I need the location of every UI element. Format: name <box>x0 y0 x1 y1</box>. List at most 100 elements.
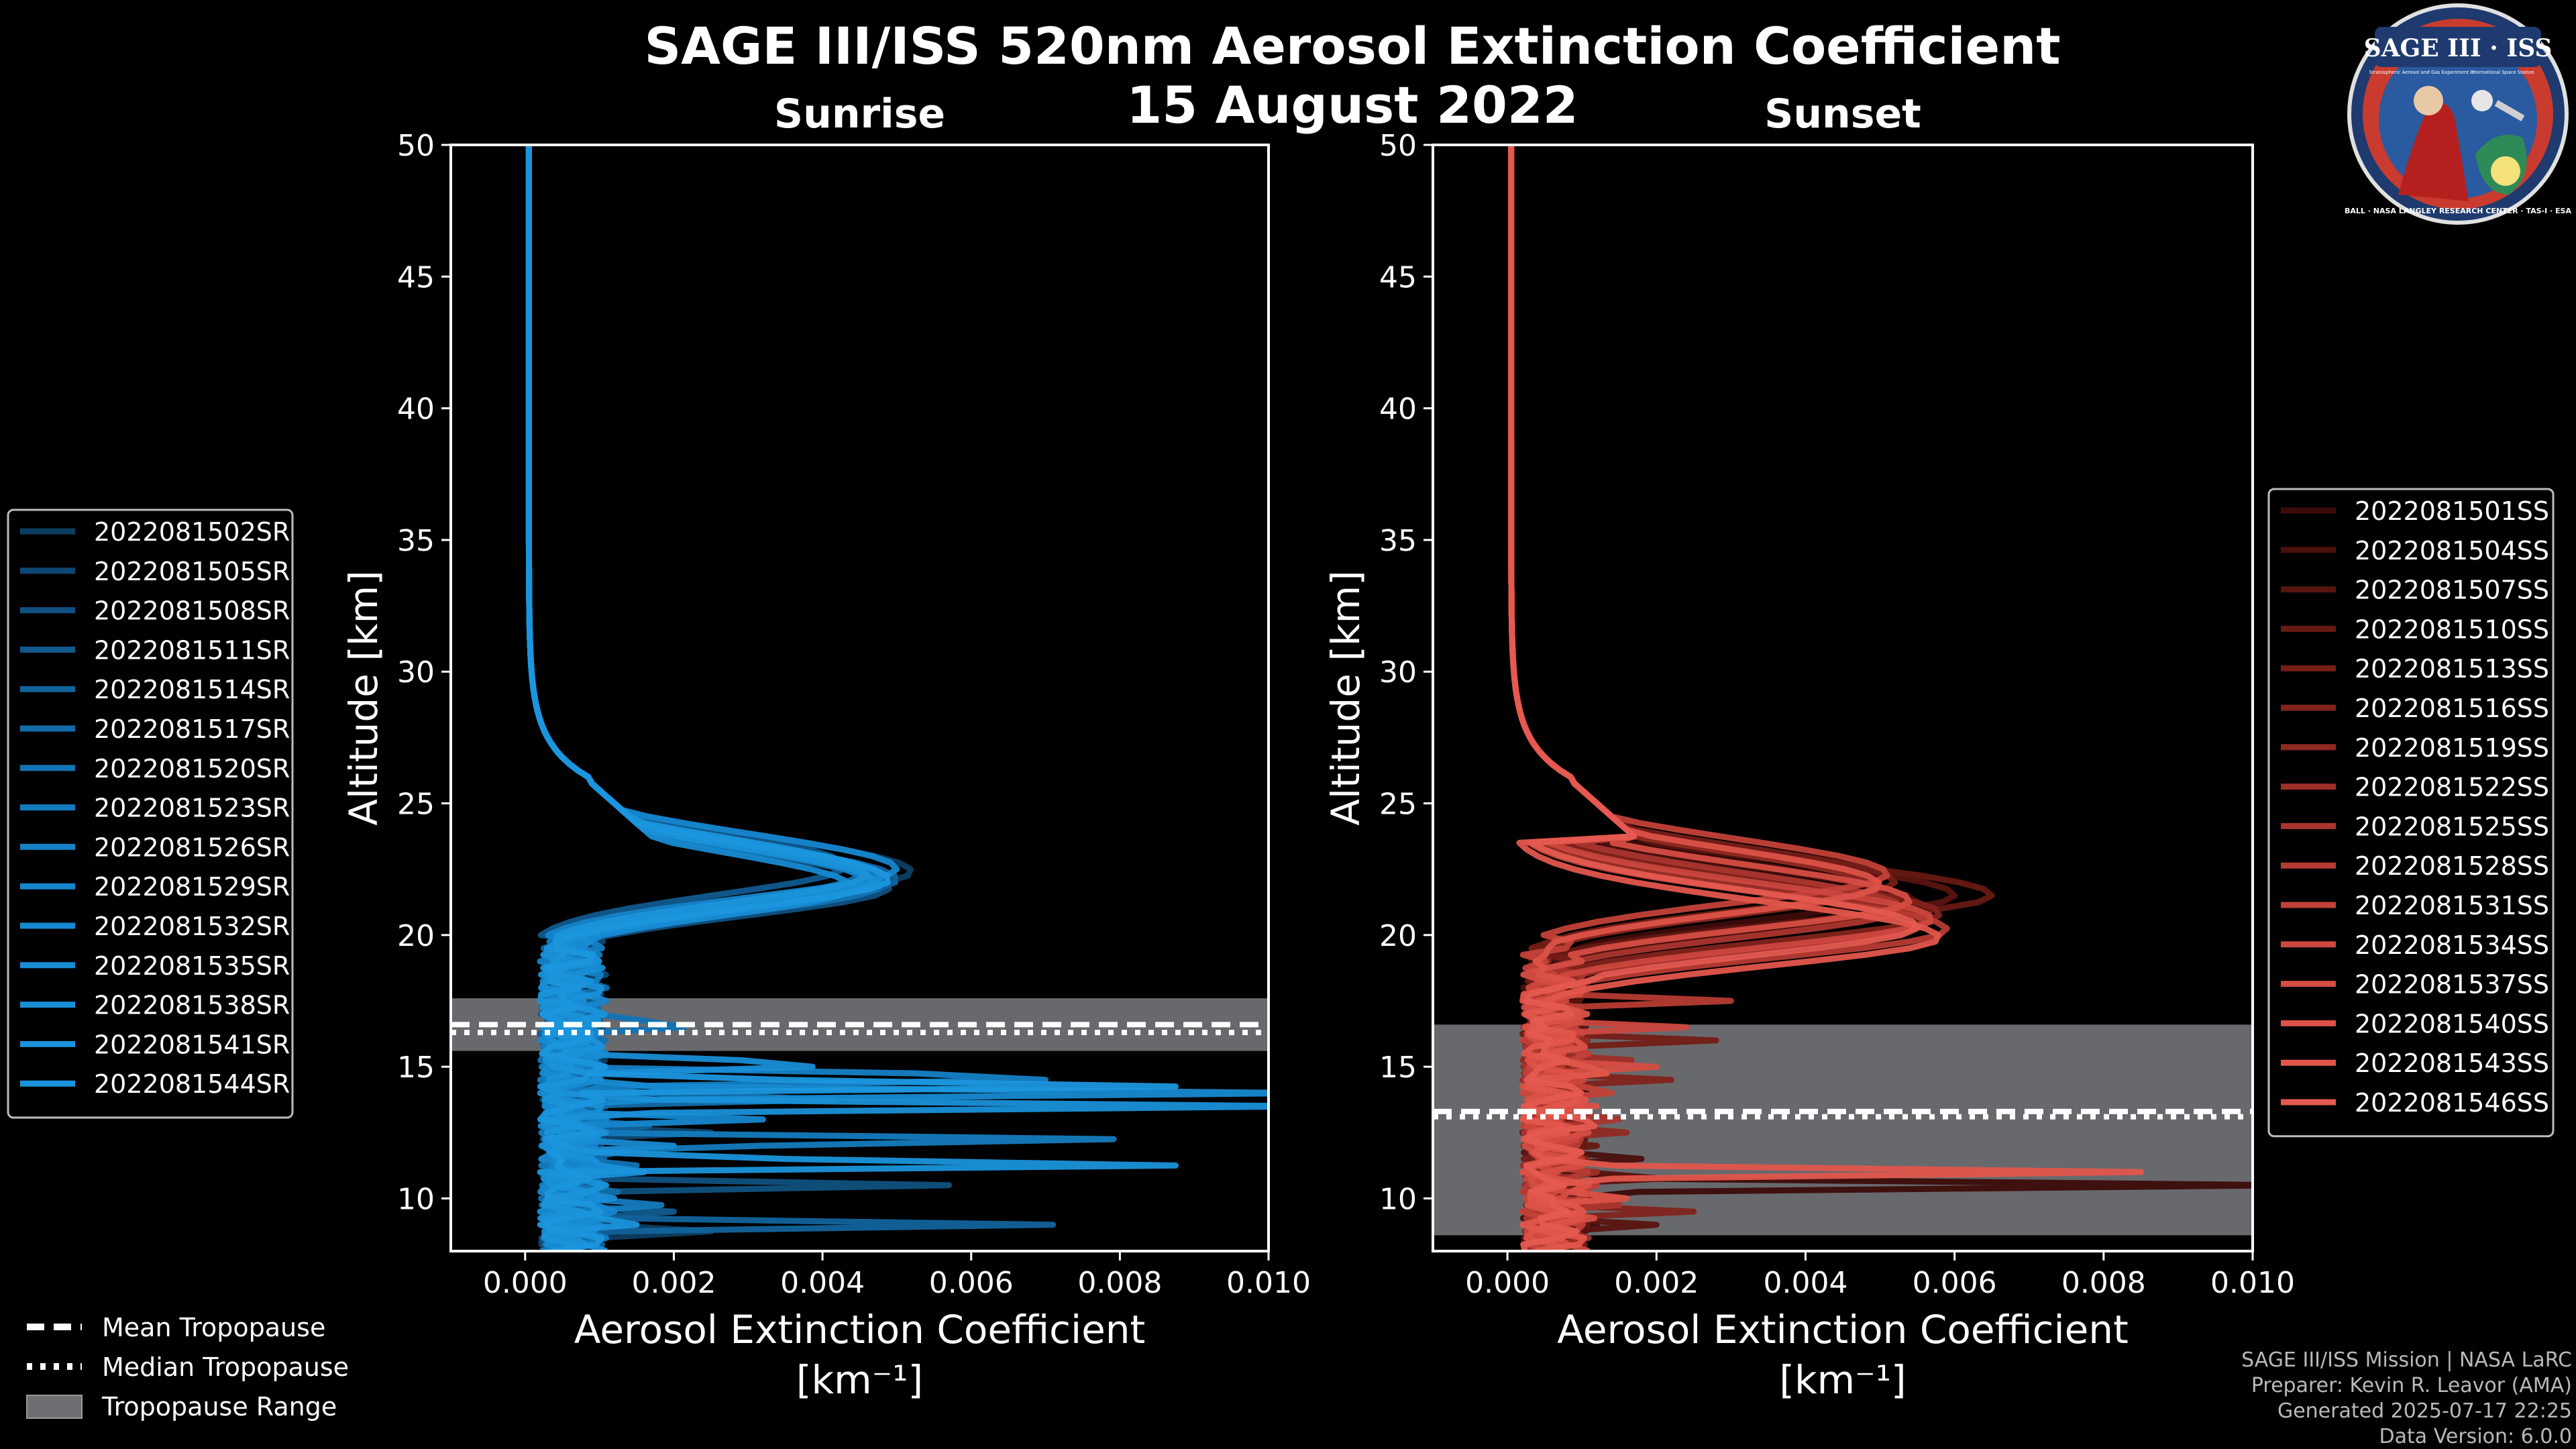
mean-tropopause-label: Mean Tropopause <box>102 1313 325 1342</box>
legend-label-2022081510SS: 2022081510SS <box>2355 614 2549 644</box>
tropopause-range-label: Tropopause Range <box>101 1392 337 1421</box>
sunset-ytick-label: 25 <box>1379 788 1417 822</box>
legend-label-2022081543SS: 2022081543SS <box>2355 1049 2549 1078</box>
badge-ring-text: BALL · NASA LANGLEY RESEARCH CENTER · TA… <box>2345 207 2571 215</box>
sunset-series-group <box>1508 145 2253 1251</box>
sunset-ytick-label: 15 <box>1379 1051 1417 1085</box>
sunset-ytick-label: 35 <box>1379 524 1417 558</box>
sunrise-xtick-label: 0.006 <box>929 1266 1014 1300</box>
legend-label-2022081541SR: 2022081541SR <box>94 1030 290 1059</box>
sunset-xtick-label: 0.000 <box>1465 1266 1550 1300</box>
credit-mission: SAGE III/ISS Mission | NASA LaRC <box>2241 1348 2572 1372</box>
sunset-x-axis-label: Aerosol Extinction Coefficient <box>1557 1307 2129 1352</box>
sunset-legend-box <box>2267 488 2555 1138</box>
badge-sun-icon <box>2491 156 2520 186</box>
legend-label-2022081520SR: 2022081520SR <box>94 754 290 784</box>
credit-preparer: Preparer: Kevin R. Leavor (AMA) <box>2251 1374 2572 1397</box>
legend-label-2022081532SR: 2022081532SR <box>94 912 290 941</box>
legend-label-2022081504SS: 2022081504SS <box>2355 536 2549 566</box>
sunset-x-axis-unit: [km⁻¹] <box>1779 1357 1906 1403</box>
sunset-xtick-label: 0.006 <box>1913 1266 1997 1300</box>
legend-label-2022081508SR: 2022081508SR <box>94 596 290 626</box>
sunset-ytick-label: 20 <box>1379 919 1417 953</box>
legend-label-2022081537SS: 2022081537SS <box>2355 970 2549 1000</box>
sunset-y-axis-label: Altitude [km] <box>1323 570 1368 825</box>
legend-label-2022081519SS: 2022081519SS <box>2355 733 2549 763</box>
legend-label-2022081534SS: 2022081534SS <box>2355 930 2549 960</box>
figure-title: SAGE III/ISS 520nm Aerosol Extinction Co… <box>644 16 2060 76</box>
sunset-panel-title: Sunset <box>1764 91 1921 138</box>
sunset-axes-frame <box>1432 144 2254 1252</box>
legend-label-2022081525SS: 2022081525SS <box>2355 812 2549 841</box>
legend-label-2022081517SR: 2022081517SR <box>94 714 290 744</box>
badge-title-plate <box>2375 27 2541 67</box>
sunrise-ytick-label: 20 <box>397 919 435 953</box>
sunrise-ytick-label: 45 <box>397 260 435 294</box>
sage-iii-iss-mission-badge: SAGE III · ISS Stratospheric Aerosol and… <box>2345 3 2571 225</box>
sunrise-xtick-label: 0.008 <box>1077 1266 1162 1300</box>
sunrise-legend-box <box>7 508 294 1119</box>
legend-label-2022081544SR: 2022081544SR <box>94 1069 290 1099</box>
badge-moon-icon <box>2471 90 2493 111</box>
legend-label-2022081523SR: 2022081523SR <box>94 794 290 823</box>
credit-data-version: Data Version: 6.0.0 <box>2379 1425 2572 1448</box>
sunrise-ytick-label: 30 <box>397 655 435 690</box>
legend-label-2022081511SR: 2022081511SR <box>94 635 290 665</box>
sunset-xtick-label: 0.004 <box>1763 1266 1847 1300</box>
legend-label-2022081526SR: 2022081526SR <box>94 833 290 862</box>
legend-label-2022081546SS: 2022081546SS <box>2355 1088 2549 1118</box>
series-line-2022081546SS <box>1508 145 1920 1251</box>
sunset-xtick-label: 0.010 <box>2210 1266 2295 1300</box>
sunrise-axes-frame <box>449 144 1270 1252</box>
sunset-ytick-label: 40 <box>1379 392 1417 427</box>
badge-subtitle-left: Stratospheric Aerosol and Gas Experiment… <box>2369 70 2474 75</box>
sunset-ytick-label: 50 <box>1379 129 1417 163</box>
legend-label-2022081502SR: 2022081502SR <box>94 517 290 547</box>
sunset-panel: Sunset 10 15 20 25 30 35 40 45 50 0.000 0.002 0.004 0… <box>1323 91 2295 1403</box>
median-tropopause-label: Median Tropopause <box>102 1352 349 1382</box>
figure-subtitle-date: 15 August 2022 <box>1126 75 1578 135</box>
legend-label-2022081538SR: 2022081538SR <box>94 991 290 1020</box>
sunrise-xtick-label: 0.002 <box>631 1266 716 1300</box>
badge-title: SAGE III · ISS <box>2364 34 2553 62</box>
legend-label-2022081501SS: 2022081501SS <box>2355 496 2549 526</box>
sunrise-legend: 2022081502SR 2022081505SR 2022081508SR 2022… <box>7 508 294 1119</box>
sunset-ytick-label: 45 <box>1379 260 1417 294</box>
sunrise-ytick-label: 40 <box>397 392 435 427</box>
sunset-ytick-label: 30 <box>1379 655 1417 690</box>
legend-label-2022081505SR: 2022081505SR <box>94 557 290 586</box>
sunrise-x-axis-label: Aerosol Extinction Coefficient <box>574 1307 1146 1352</box>
legend-label-2022081514SR: 2022081514SR <box>94 675 290 704</box>
legend-label-2022081522SS: 2022081522SS <box>2355 773 2549 802</box>
sunrise-ytick-label: 10 <box>397 1182 435 1216</box>
sunrise-x-axis-unit: [km⁻¹] <box>796 1357 923 1403</box>
legend-label-2022081513SS: 2022081513SS <box>2355 654 2549 684</box>
tropopause-range-swatch <box>26 1395 83 1419</box>
sunset-ytick-label: 10 <box>1379 1182 1417 1216</box>
sunrise-y-axis-label: Altitude [km] <box>341 570 386 825</box>
sunset-legend: 2022081501SS 2022081504SS 2022081507SS 2022… <box>2267 488 2555 1138</box>
legend-label-2022081540SS: 2022081540SS <box>2355 1009 2549 1038</box>
sunrise-ytick-label: 35 <box>397 524 435 558</box>
legend-label-2022081528SS: 2022081528SS <box>2355 851 2549 881</box>
badge-astronomer-head-icon <box>2414 86 2443 115</box>
sunrise-xtick-label: 0.000 <box>483 1266 568 1300</box>
badge-subtitle-right: International Space Station <box>2470 70 2534 75</box>
series-line-2022081544SR <box>525 145 1179 1251</box>
sunrise-xtick-label: 0.010 <box>1226 1266 1311 1300</box>
credits-block: SAGE III/ISS Mission | NASA LaRC Prepare… <box>2241 1348 2572 1448</box>
sunrise-panel-title: Sunrise <box>774 91 945 138</box>
sunrise-ytick-label: 15 <box>397 1051 435 1085</box>
badge-astronomer-robe-icon <box>2398 103 2469 201</box>
legend-label-2022081531SS: 2022081531SS <box>2355 891 2549 920</box>
sunset-xtick-label: 0.002 <box>1614 1266 1699 1300</box>
badge-space-station-icon <box>2494 100 2525 121</box>
sunrise-ytick-label: 25 <box>397 788 435 822</box>
legend-label-2022081535SR: 2022081535SR <box>94 951 290 981</box>
sunrise-xtick-label: 0.004 <box>780 1266 865 1300</box>
tropopause-legend: Mean Tropopause Median Tropopause Tropop… <box>26 1313 349 1421</box>
sunset-xtick-label: 0.008 <box>2061 1266 2146 1300</box>
legend-label-2022081507SS: 2022081507SS <box>2355 576 2549 605</box>
legend-label-2022081529SR: 2022081529SR <box>94 872 290 902</box>
